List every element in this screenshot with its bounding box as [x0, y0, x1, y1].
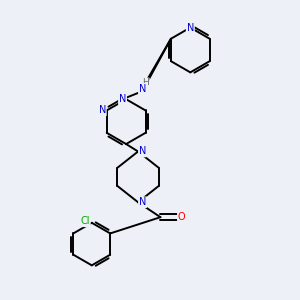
Text: Cl: Cl: [80, 216, 90, 226]
Text: N: N: [187, 22, 194, 33]
Text: O: O: [178, 212, 185, 222]
Text: N: N: [119, 94, 126, 104]
Text: N: N: [139, 197, 146, 207]
Text: N: N: [139, 84, 146, 94]
Text: N: N: [98, 105, 106, 116]
Text: N: N: [139, 146, 146, 157]
Text: H: H: [142, 78, 149, 87]
